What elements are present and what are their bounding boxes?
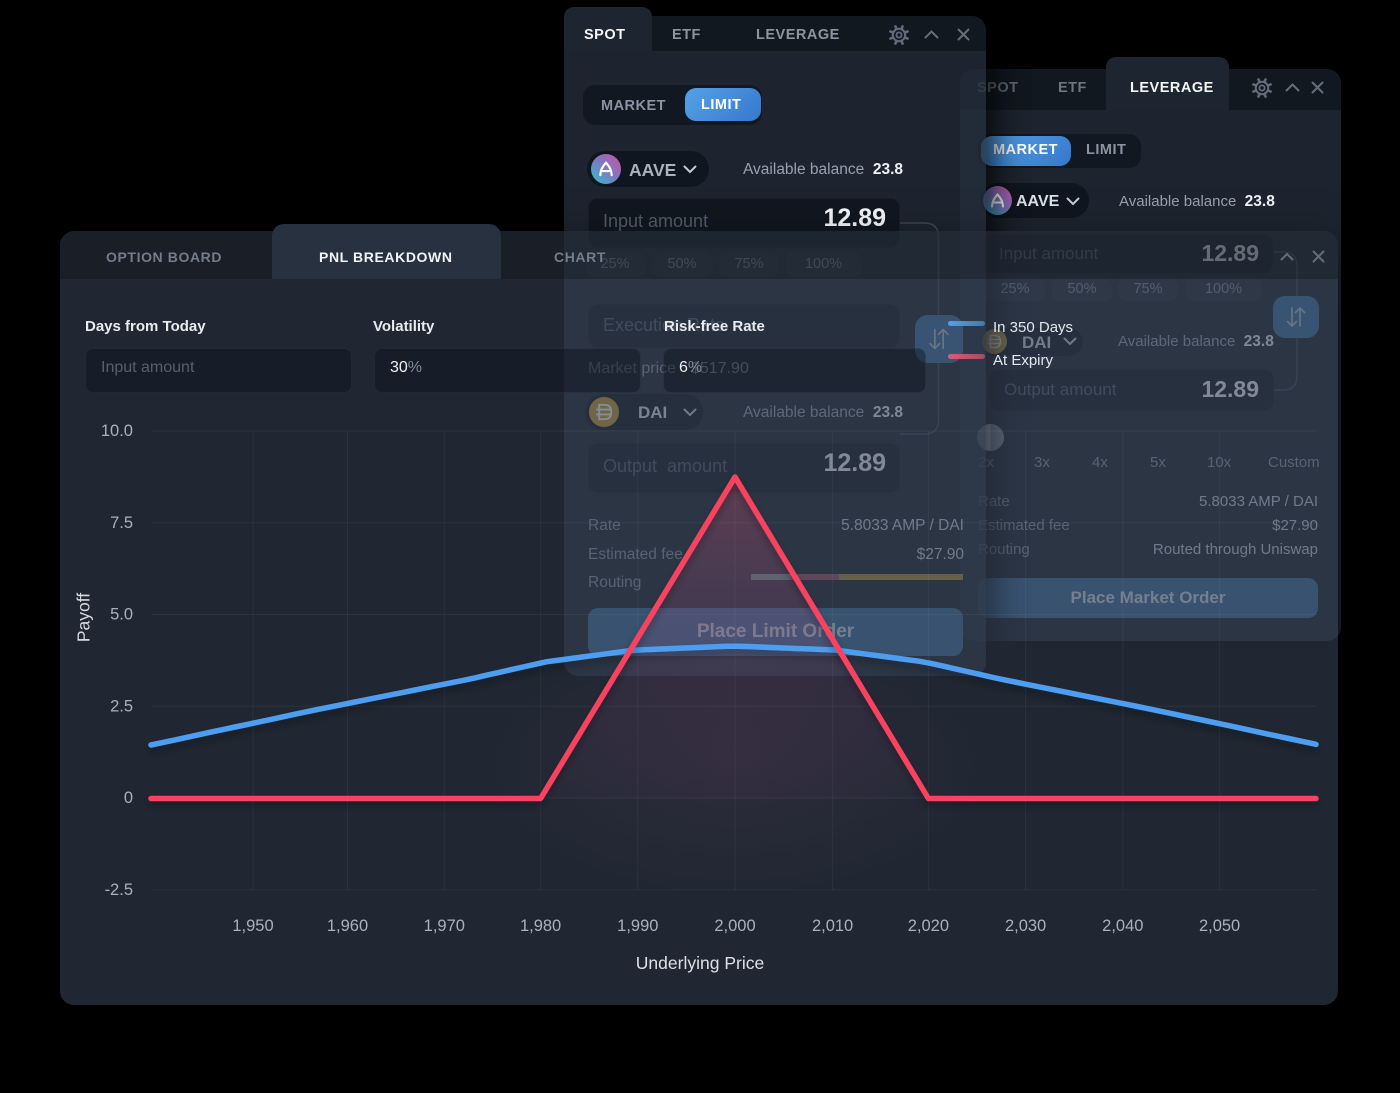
svg-text:7.5: 7.5 — [110, 514, 133, 532]
svg-text:2,020: 2,020 — [908, 917, 949, 935]
svg-text:-2.5: -2.5 — [105, 881, 133, 899]
svg-text:0: 0 — [124, 789, 133, 807]
svg-text:1,990: 1,990 — [617, 917, 658, 935]
svg-text:1,960: 1,960 — [327, 917, 368, 935]
svg-text:2.5: 2.5 — [110, 697, 133, 715]
svg-text:2,010: 2,010 — [812, 917, 853, 935]
svg-text:1,970: 1,970 — [424, 917, 465, 935]
svg-text:1,950: 1,950 — [232, 917, 273, 935]
svg-text:2,050: 2,050 — [1199, 917, 1240, 935]
svg-text:Underlying Price: Underlying Price — [636, 953, 764, 973]
svg-text:Payoff: Payoff — [74, 593, 94, 642]
svg-text:2,030: 2,030 — [1005, 917, 1046, 935]
svg-text:1,980: 1,980 — [520, 917, 561, 935]
svg-text:2,000: 2,000 — [714, 917, 755, 935]
svg-text:5.0: 5.0 — [110, 606, 133, 624]
svg-text:10.0: 10.0 — [101, 422, 133, 440]
svg-text:2,040: 2,040 — [1102, 917, 1143, 935]
